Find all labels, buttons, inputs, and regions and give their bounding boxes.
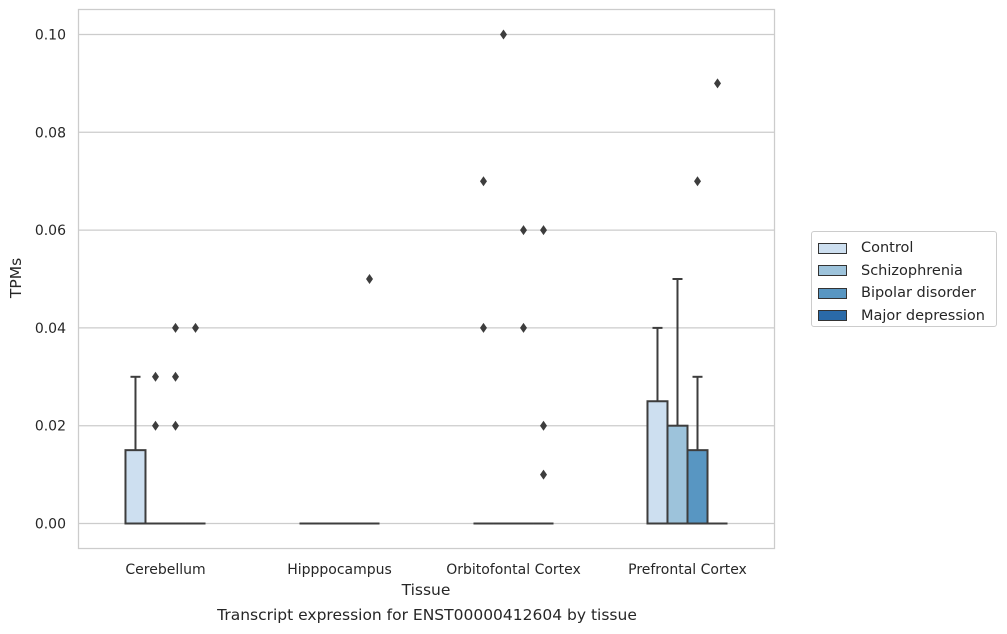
outlier-marker [366, 274, 374, 284]
box-element [707, 78, 728, 525]
box-element [185, 322, 206, 525]
outlier-marker [694, 176, 702, 187]
box-element [646, 326, 669, 525]
y-tick-labels: 0.00 0.02 0.04 0.06 0.08 0.10 [35, 28, 66, 533]
legend-swatch-schizophrenia [818, 265, 847, 277]
outlier-marker [479, 176, 487, 187]
box-element [124, 375, 147, 525]
box-rect [124, 449, 147, 525]
box-element [686, 176, 709, 525]
outlier-marker [499, 29, 507, 40]
legend-label-schizophrenia: Schizophrenia [861, 262, 963, 279]
outlier-marker [151, 371, 159, 382]
legend-item-schizophrenia: Schizophrenia [818, 260, 996, 283]
outlier-marker [520, 225, 528, 236]
outlier-marker [151, 420, 159, 431]
outlier-marker [540, 225, 548, 236]
x-tick-label: Orbitofontal Cortex [446, 562, 581, 578]
box-element [145, 371, 166, 525]
outlier-marker [714, 78, 722, 89]
box-element [165, 322, 186, 525]
legend-label-major-depression: Major depression [861, 307, 985, 324]
outlier-marker [479, 322, 487, 333]
box-element [359, 274, 380, 525]
x-tick-labels: Cerebellum Hipppocampus Orbitofontal Corte… [125, 562, 746, 578]
x-tick-label: Hipppocampus [287, 562, 392, 578]
legend-swatch-bipolar-disorder [818, 287, 847, 299]
x-axis-label: Tissue [401, 581, 451, 599]
legend-label-control: Control [861, 240, 914, 257]
box-element [473, 176, 494, 525]
legend-item-control: Control [818, 237, 996, 260]
plot-area [77, 8, 776, 550]
x-tick-label: Cerebellum [125, 562, 205, 578]
legend-item-bipolar-disorder: Bipolar disorder [818, 282, 996, 305]
outlier-marker [172, 420, 180, 431]
y-tick-label: 0.10 [35, 28, 66, 44]
legend-swatch-major-depression [818, 310, 847, 322]
outlier-marker [520, 322, 528, 333]
y-tick-label: 0.08 [35, 125, 66, 141]
y-tick-label: 0.06 [35, 223, 66, 239]
box-rect [666, 424, 689, 525]
box-element [666, 278, 689, 525]
legend: Control Schizophrenia Bipolar disorder M… [811, 231, 997, 327]
outlier-marker [192, 322, 200, 333]
x-tick-label: Prefrontal Cortex [628, 562, 747, 578]
y-tick-label: 0.00 [35, 517, 66, 533]
chart-caption: Transcript expression for ENST0000041260… [217, 606, 637, 624]
outlier-marker [172, 322, 180, 333]
legend-item-major-depression: Major depression [818, 305, 996, 328]
box-rect [686, 449, 709, 525]
legend-swatch-control [818, 242, 847, 254]
box-element [513, 225, 534, 525]
box-element [493, 29, 514, 525]
outlier-marker [172, 371, 180, 382]
boxes [124, 29, 728, 525]
outlier-marker [540, 469, 548, 480]
box-rect [646, 400, 669, 525]
legend-label-bipolar-disorder: Bipolar disorder [861, 285, 976, 302]
outlier-marker [540, 420, 548, 431]
y-tick-label: 0.02 [35, 419, 66, 435]
y-tick-label: 0.04 [35, 321, 66, 337]
box-element [533, 225, 554, 525]
y-axis-label: TPMs [7, 258, 25, 299]
